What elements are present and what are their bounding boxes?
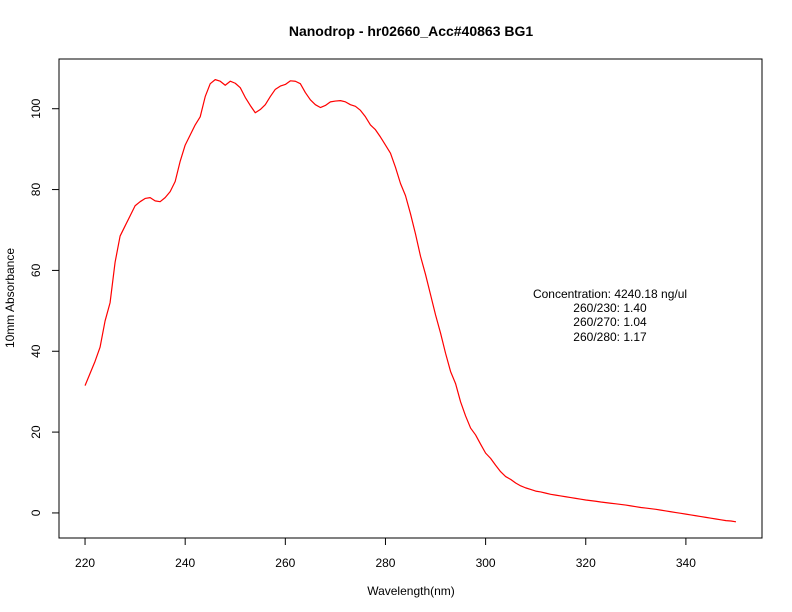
y-tick-label: 0 [29,509,43,516]
y-tick-label: 40 [29,344,43,358]
chart-title: Nanodrop - hr02660_Acc#40863 BG1 [289,23,534,39]
y-tick-label: 80 [29,183,43,197]
annotation-ratio-260-270: 260/270: 1.04 [573,315,647,329]
x-tick-label: 260 [275,556,295,570]
x-axis: 220 240 260 280 300 320 340 [75,537,696,570]
y-tick-label: 20 [29,425,43,439]
x-tick-label: 340 [676,556,696,570]
y-tick-label: 100 [29,98,43,118]
y-tick-label: 60 [29,263,43,277]
absorbance-series-line [84,79,737,523]
stats-annotation: Concentration: 4240.18 ng/ul 260/230: 1.… [533,287,687,344]
x-tick-label: 300 [476,556,496,570]
x-tick-label: 220 [75,556,95,570]
annotation-ratio-260-230: 260/230: 1.40 [573,301,647,315]
x-tick-label: 280 [375,556,395,570]
series-layer [84,79,737,523]
x-tick-label: 240 [175,556,195,570]
annotation-ratio-260-280: 260/280: 1.17 [573,330,647,344]
y-axis-label: 10mm Absorbance [3,248,17,348]
y-axis: 0 20 40 60 80 100 [29,98,60,516]
annotation-concentration: Concentration: 4240.18 ng/ul [533,287,687,301]
x-tick-label: 320 [576,556,596,570]
x-axis-label: Wavelength(nm) [367,584,455,598]
